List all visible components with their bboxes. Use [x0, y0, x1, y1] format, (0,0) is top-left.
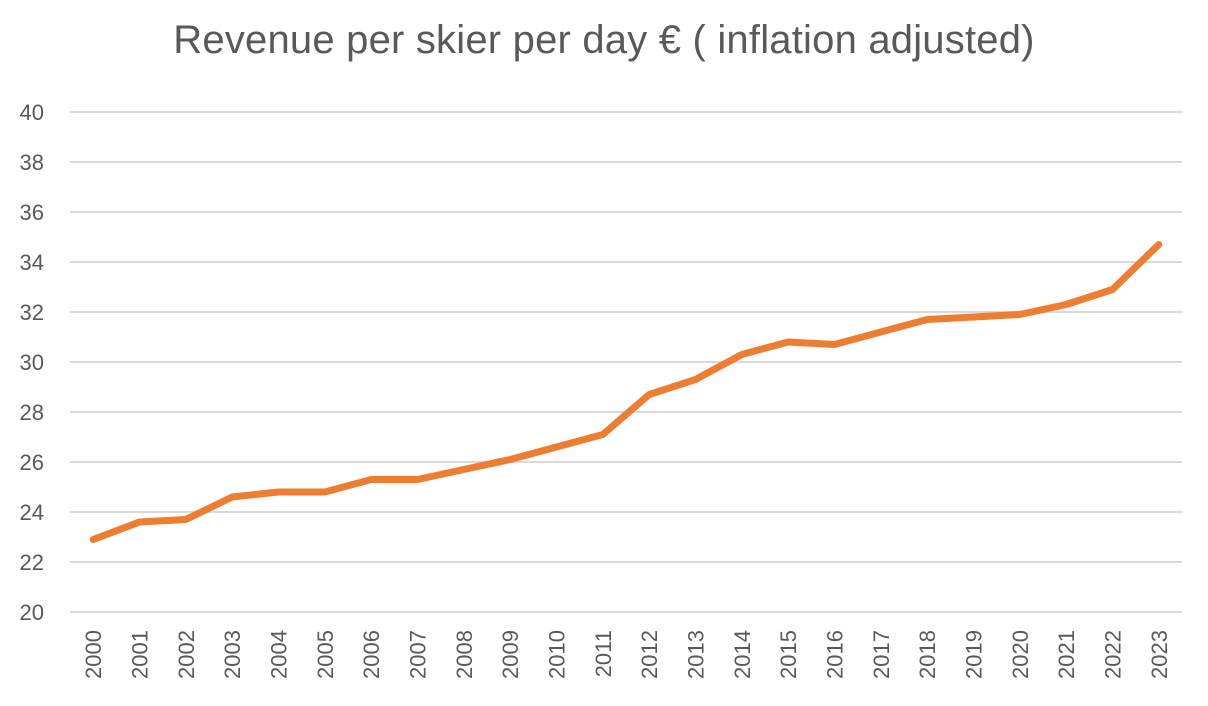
x-tick-label: 2018: [915, 630, 940, 679]
x-tick-label: 2014: [730, 630, 755, 679]
y-tick-label: 34: [20, 250, 44, 275]
x-tick-label: 2013: [684, 630, 709, 679]
x-tick-label: 2016: [823, 630, 848, 679]
series-line-0: [89, 241, 1163, 543]
y-tick-label: 38: [20, 150, 44, 175]
x-tick-label: 2004: [267, 630, 292, 679]
x-tick-label: 2011: [591, 630, 616, 677]
x-tick-label: 2009: [498, 630, 523, 679]
x-tick-label: 2012: [637, 630, 662, 679]
y-tick-label: 30: [20, 350, 44, 375]
y-tick-label: 24: [20, 500, 44, 525]
series-lines: [89, 241, 1163, 543]
chart-title: Revenue per skier per day € ( inflation …: [173, 18, 1035, 62]
y-tick-label: 26: [20, 450, 44, 475]
x-tick-label: 2003: [220, 630, 245, 679]
x-tick-label: 2023: [1147, 630, 1172, 679]
x-tick-label: 2008: [452, 630, 477, 679]
y-tick-label: 36: [20, 200, 44, 225]
x-tick-label: 2001: [128, 630, 153, 679]
x-tick-label: 2021: [1054, 630, 1079, 679]
y-tick-label: 28: [20, 400, 44, 425]
x-tick-label: 2007: [406, 630, 431, 679]
x-tick-label: 2010: [545, 630, 570, 679]
gridlines: [70, 111, 1182, 613]
y-tick-label: 40: [20, 100, 44, 125]
x-tick-label: 2020: [1008, 630, 1033, 679]
x-tick-label: 2005: [313, 630, 338, 679]
x-axis-tick-labels: 2000 2001 2002 2003 2004 2005 2006 2007 2008 2009…: [81, 630, 1172, 679]
y-tick-label: 20: [20, 600, 44, 625]
x-tick-label: 2006: [359, 630, 384, 679]
y-axis-tick-labels: 20 22 24 26 28 30 32 34 36 38 40: [20, 100, 44, 625]
x-tick-label: 2017: [869, 630, 894, 679]
y-tick-label: 22: [20, 550, 44, 575]
y-tick-label: 32: [20, 300, 44, 325]
x-tick-label: 2000: [81, 630, 106, 679]
x-tick-label: 2019: [962, 630, 987, 679]
x-tick-label: 2002: [174, 630, 199, 679]
x-tick-label: 2015: [776, 630, 801, 679]
x-tick-label: 2022: [1101, 630, 1126, 679]
